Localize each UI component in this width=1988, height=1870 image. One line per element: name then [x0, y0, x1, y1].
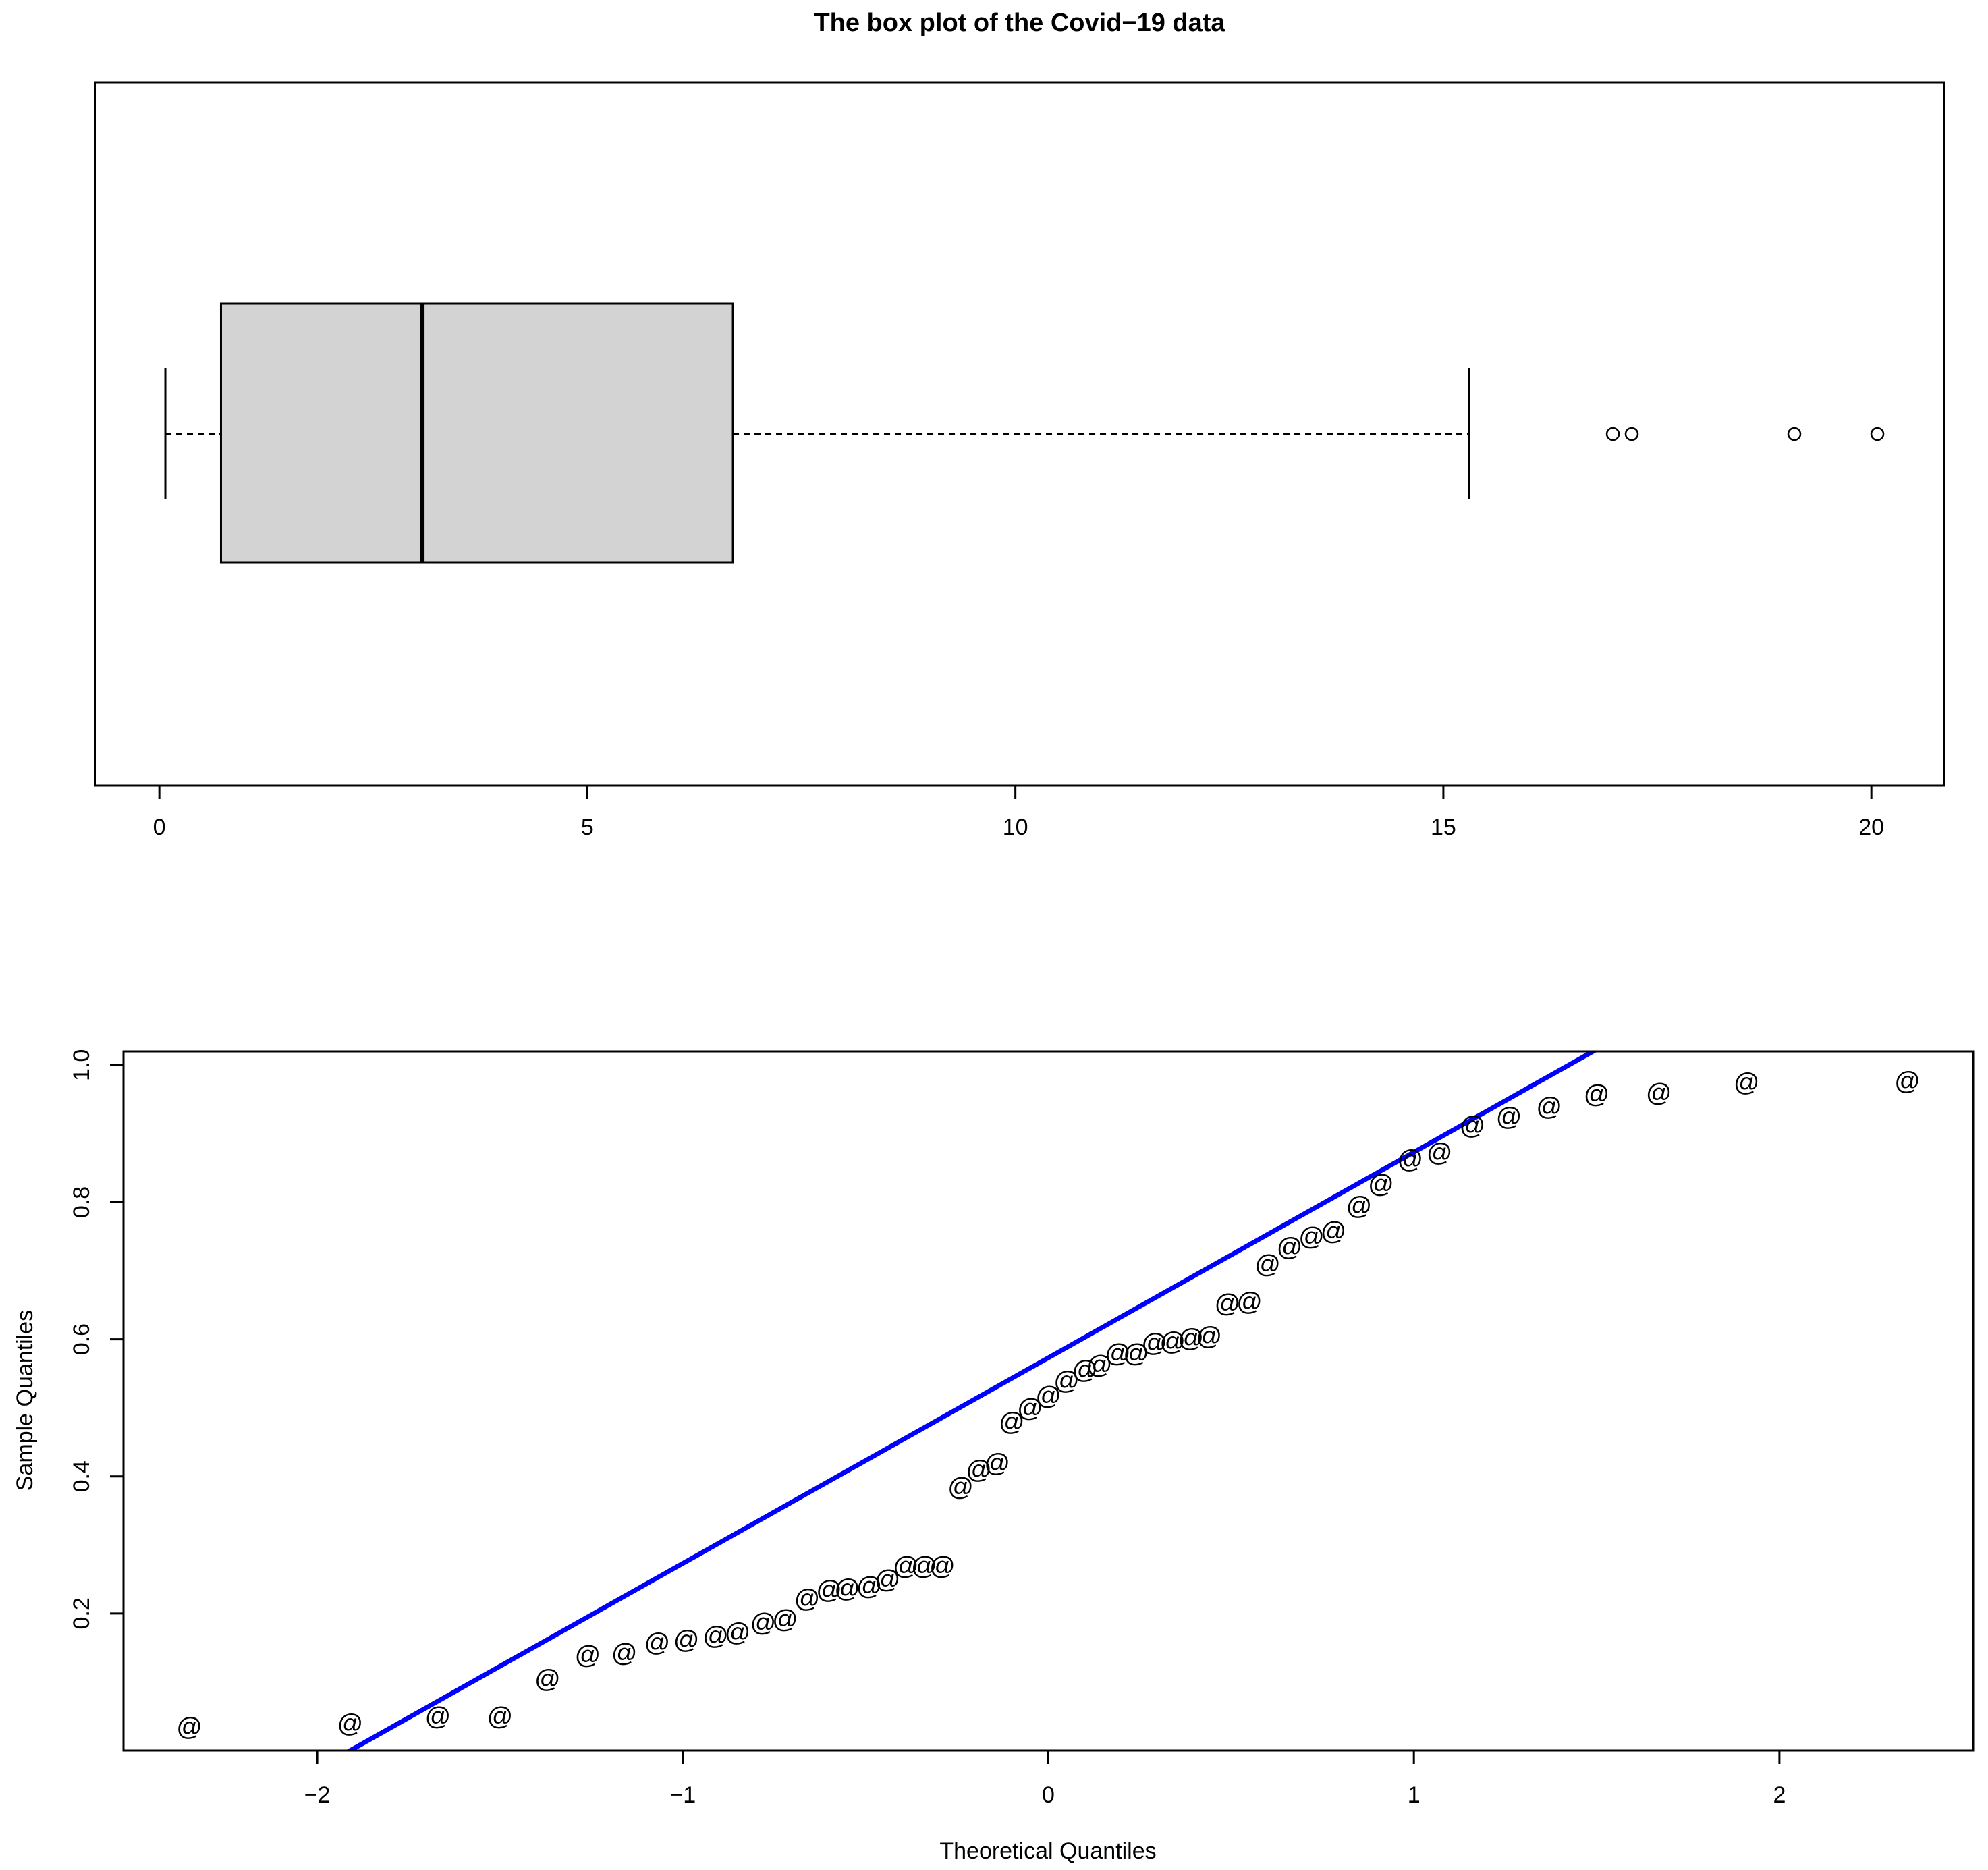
qq-x-axis-tick-label: 2	[1773, 1782, 1786, 1808]
qq-point: @	[1277, 1233, 1303, 1261]
qq-point: @	[1536, 1093, 1562, 1121]
qq-point: @	[1178, 1325, 1204, 1353]
qq-point: @	[425, 1703, 451, 1731]
box-axis-tick-label: 15	[1431, 815, 1456, 840]
qq-point: @	[1123, 1340, 1149, 1368]
qq-point: @	[1159, 1328, 1186, 1356]
qq-plot-x-axis: −2 −1 0 1 2	[304, 1749, 1786, 1808]
qq-point: @	[1397, 1145, 1423, 1174]
qq-point: @	[1086, 1351, 1113, 1379]
qq-point: @	[1035, 1382, 1061, 1410]
qq-point: @	[999, 1408, 1025, 1436]
qq-x-axis-tick-label: −1	[669, 1782, 696, 1808]
outlier-point	[1624, 427, 1639, 441]
qq-point: @	[1321, 1217, 1347, 1246]
qq-x-axis-label: Theoretical Quantiles	[939, 1838, 1156, 1864]
qq-point: @	[1460, 1112, 1486, 1140]
outlier-point	[1787, 427, 1802, 441]
qq-point: @	[1496, 1103, 1522, 1131]
qq-x-axis-tick-label: 1	[1408, 1782, 1420, 1808]
qq-point: @	[1105, 1340, 1131, 1368]
box-axis-tick-label: 5	[581, 815, 594, 840]
qq-point: @	[1072, 1356, 1098, 1384]
qq-plot-y-axis: 0.2 0.4 0.6 0.8 1.0	[69, 1049, 125, 1629]
box-axis-tick-label: 10	[1003, 815, 1028, 840]
qq-y-axis-tick-label: 0.8	[69, 1186, 94, 1218]
qq-point: @	[487, 1703, 514, 1731]
qq-point: @	[984, 1449, 1010, 1477]
outlier-point	[1870, 427, 1885, 441]
qq-point: @	[1053, 1367, 1080, 1396]
qq-y-axis-tick-label: 0.6	[69, 1323, 94, 1355]
qq-point: @	[1427, 1138, 1453, 1167]
qq-point: @	[816, 1576, 842, 1604]
qq-point: @	[702, 1622, 729, 1650]
qq-point: @	[611, 1639, 638, 1668]
qq-point: @	[794, 1585, 821, 1614]
qq-x-axis-tick-label: 0	[1042, 1782, 1055, 1808]
qq-point: @	[1298, 1223, 1325, 1251]
qq-point: @	[875, 1566, 901, 1594]
qq-point: @	[725, 1618, 751, 1647]
qq-point: @	[1346, 1192, 1373, 1221]
qq-reference-line	[345, 1051, 1598, 1751]
qq-point: @	[856, 1572, 883, 1601]
qq-point: @	[750, 1609, 777, 1637]
qq-point: @	[1894, 1068, 1921, 1096]
box-plot-x-axis: 0 5 10 15 20	[153, 784, 1884, 840]
qq-point: @	[1254, 1250, 1281, 1279]
box-plot-title: The box plot of the Covid−19 data	[814, 9, 1225, 37]
qq-point: @	[893, 1552, 919, 1580]
qq-point: @	[575, 1641, 601, 1670]
qq-point: @	[337, 1709, 364, 1738]
qq-point: @	[176, 1713, 202, 1741]
qq-point: @	[1646, 1079, 1672, 1107]
box-axis-tick-label: 0	[153, 815, 166, 840]
box-axis-tick-label: 20	[1858, 815, 1884, 840]
qq-y-axis-tick-label: 1.0	[69, 1049, 94, 1081]
qq-y-axis-tick-label: 0.4	[69, 1460, 94, 1492]
qq-x-axis-tick-label: −2	[304, 1782, 331, 1808]
qq-plot-panel: @ @ @ @@@ @ @ @ @@ @@@@@@@@@@@@@@@@@@@@@@@@@@@@@…	[12, 1049, 1975, 1864]
qq-point: @	[772, 1605, 798, 1634]
qq-point: @	[1017, 1394, 1043, 1423]
qq-point: @	[947, 1473, 974, 1502]
qq-point: @	[929, 1552, 956, 1580]
qq-point: @	[911, 1552, 937, 1580]
outlier-point	[1605, 427, 1620, 441]
qq-point: @	[534, 1665, 561, 1693]
qq-point: @	[1196, 1323, 1223, 1351]
qq-y-axis-label: Sample Quantiles	[12, 1310, 38, 1491]
qq-point: @	[1215, 1290, 1241, 1318]
qq-point: @	[1734, 1069, 1760, 1097]
qq-point: @	[1368, 1170, 1394, 1199]
qq-point: @	[673, 1626, 700, 1654]
qq-point: @	[1584, 1080, 1610, 1109]
box-plot-panel: The box plot of the Covid−19 data 0 5 10 15…	[94, 9, 1945, 840]
qq-point: @	[966, 1456, 992, 1485]
interquartile-box	[219, 302, 734, 564]
qq-point: @	[1236, 1288, 1263, 1317]
qq-point: @	[644, 1629, 671, 1657]
qq-point: @	[1141, 1329, 1167, 1358]
qq-point: @	[834, 1574, 860, 1603]
qq-y-axis-tick-label: 0.2	[69, 1597, 94, 1629]
